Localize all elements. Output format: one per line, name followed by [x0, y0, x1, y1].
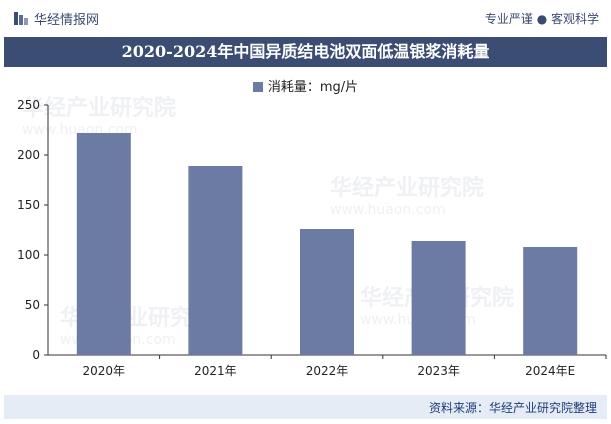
- y-tick-label: 150: [17, 198, 40, 212]
- tagline: 专业严谨 ● 客观科学: [484, 12, 599, 26]
- footer: 资料来源：华经产业研究院整理: [4, 395, 607, 419]
- x-tick-label: 2023年: [417, 364, 460, 378]
- bar: [188, 166, 243, 355]
- x-tick-label: 2021年: [194, 364, 237, 378]
- x-tick-label: 2024年E: [525, 364, 575, 378]
- bar: [76, 133, 131, 355]
- brand: 华经情报网: [14, 9, 99, 28]
- y-tick-label: 200: [17, 148, 40, 162]
- y-tick-label: 50: [25, 298, 40, 312]
- x-tick-label: 2020年: [83, 364, 126, 378]
- y-tick-label: 100: [17, 248, 40, 262]
- bar: [300, 229, 354, 355]
- chart-legend: 消耗量：mg/片: [0, 76, 611, 95]
- chart-title: 2020-2024年中国异质结电池双面低温银浆消耗量: [4, 37, 607, 67]
- top-bar: 华经情报网 专业严谨 ● 客观科学: [0, 0, 611, 36]
- brand-logo-icon: [14, 12, 28, 25]
- y-tick-label: 250: [17, 98, 40, 112]
- bar: [411, 241, 466, 355]
- y-tick-label: 0: [32, 348, 40, 362]
- legend-label: 消耗量：mg/片: [267, 80, 359, 95]
- source-note: 资料来源：华经产业研究院整理: [428, 401, 597, 415]
- legend-swatch: [252, 82, 263, 92]
- x-tick-label: 2022年: [306, 364, 349, 378]
- brand-name: 华经情报网: [34, 13, 100, 28]
- bar: [523, 247, 578, 355]
